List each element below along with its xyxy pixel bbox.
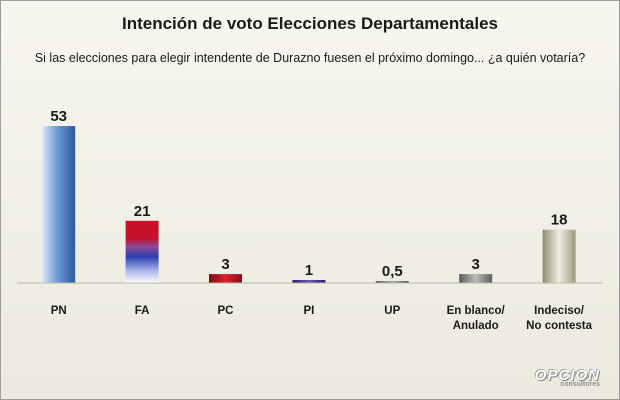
logo-subtext: consultores: [560, 381, 600, 388]
value-label-indeciso-no-contesta: 18: [551, 212, 568, 229]
bar-pc: [209, 274, 242, 283]
category-label-indeciso-no-contesta-line1: Indeciso/: [534, 305, 585, 317]
logo-text: OPCION: [534, 367, 600, 384]
bar-pi: [292, 280, 326, 283]
bar-fa: [125, 220, 159, 283]
opcion-logo: OPCION consultores: [535, 367, 600, 388]
category-label-pc: PC: [218, 305, 234, 317]
value-label-en-blanco-anulado: 3: [472, 256, 480, 273]
bar-indeciso-no-contesta: [542, 229, 576, 283]
category-label-en-blanco-anulado-line1: En blanco/: [447, 305, 506, 317]
bar-pn: [42, 126, 76, 283]
category-label-fa: FA: [135, 305, 150, 317]
bar-up: [375, 281, 409, 283]
category-label-indeciso-no-contesta-line2: No contesta: [526, 320, 592, 332]
value-label-pi: 1: [305, 262, 313, 279]
value-label-pc: 3: [221, 256, 229, 273]
category-label-en-blanco-anulado-line2: Anulado: [453, 320, 499, 332]
chart-title: Intención de voto Elecciones Departament…: [121, 14, 498, 33]
value-label-up: 0,5: [382, 263, 403, 280]
value-label-fa: 21: [134, 203, 151, 220]
value-label-pn: 53: [50, 108, 67, 125]
category-label-up: UP: [384, 305, 400, 317]
category-label-pi: PI: [303, 305, 314, 317]
bar-en-blanco-anulado: [459, 274, 493, 283]
chart-subtitle: Si las elecciones para elegir intendente…: [34, 51, 586, 65]
category-label-pn: PN: [51, 305, 67, 317]
